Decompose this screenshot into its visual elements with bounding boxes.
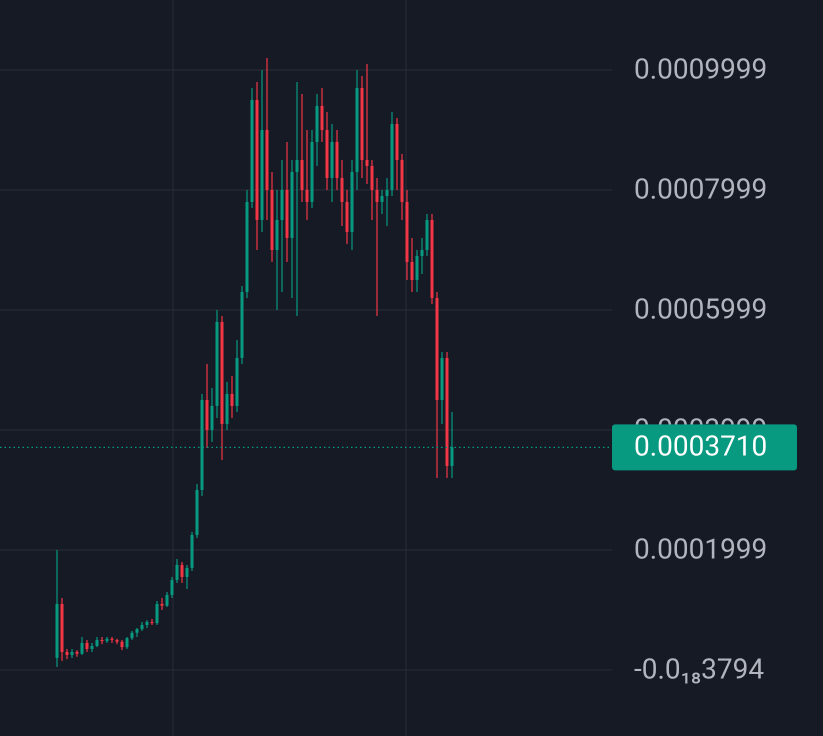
candle-body (325, 129, 329, 178)
candle-body (140, 624, 144, 630)
candle-body (170, 579, 174, 595)
candle-body (245, 201, 249, 292)
candle-body (365, 159, 369, 166)
candle-body (330, 141, 334, 178)
candle-body (90, 645, 94, 649)
candle-body (255, 99, 259, 220)
candle-body (60, 603, 64, 652)
candle-body (445, 357, 449, 466)
candle-body (450, 447, 454, 466)
candle-body (240, 291, 244, 358)
candle-body (425, 219, 429, 250)
candle-body (360, 87, 364, 160)
candle-body (400, 159, 404, 202)
candle-body (415, 255, 419, 280)
candle-body (300, 159, 304, 190)
candle-body (190, 534, 194, 568)
candle-body (375, 189, 379, 202)
candles (55, 57, 454, 667)
candle-body (75, 651, 79, 654)
candle-body (345, 201, 349, 232)
candle-body (275, 219, 279, 250)
y-tick-label: 0.0005999 (634, 292, 767, 325)
price-label-box (612, 424, 797, 471)
candle-body (195, 489, 199, 535)
candle-body (200, 399, 204, 490)
candle-body (395, 123, 399, 160)
candle-body (120, 641, 124, 648)
candle-body (290, 171, 294, 238)
candle-body (185, 567, 189, 577)
candle-body (115, 639, 119, 642)
candle-body (180, 564, 184, 577)
candle-body (265, 129, 269, 190)
y-tick-label: -0.0₁₈3794 (634, 652, 764, 685)
candle-body (340, 177, 344, 202)
candle-body (205, 399, 209, 430)
candle-body (435, 297, 439, 400)
candle-body (100, 639, 104, 642)
candle-body (370, 165, 374, 190)
candle-body (230, 393, 234, 406)
candle-body (65, 651, 69, 655)
candle-body (315, 105, 319, 142)
candle-body (150, 621, 154, 624)
candle-body (135, 629, 139, 633)
candle-body (350, 171, 354, 232)
candle-body (80, 642, 84, 654)
candle-body (405, 201, 409, 262)
candle-body (215, 321, 219, 406)
candle-body (430, 219, 434, 298)
candle-body (280, 189, 284, 220)
candle-body (155, 603, 159, 624)
candle-body (145, 621, 149, 625)
candle-body (165, 594, 169, 606)
candle-body (420, 249, 424, 256)
candle-body (380, 195, 384, 202)
candle-body (385, 189, 389, 196)
candle-body (225, 393, 229, 424)
y-tick-label: 0.0009999 (634, 52, 767, 85)
candle-body (70, 651, 74, 655)
candle-body (320, 105, 324, 130)
candle-body (260, 129, 264, 220)
price-label: 0.0003710 (634, 430, 767, 463)
candle-body (295, 159, 299, 172)
candle-body (390, 123, 394, 190)
candle-body (105, 638, 109, 642)
candle-body (85, 642, 89, 649)
candle-body (160, 603, 164, 606)
candle-body (410, 261, 414, 280)
y-tick-label: 0.0007999 (634, 172, 767, 205)
candle-body (55, 603, 59, 658)
axis-labels: -0.0₁₈37940.00019990.00039990.00059990.0… (0, 52, 797, 685)
candle-body (210, 405, 214, 430)
candle-body (250, 99, 254, 202)
candle-body (175, 564, 179, 580)
candle-body (305, 189, 309, 202)
candle-body (125, 638, 129, 648)
candle-body (235, 357, 239, 406)
y-tick-label: 0.0001999 (634, 532, 767, 565)
candle-body (110, 638, 114, 640)
candle-body (95, 639, 99, 646)
candle-body (285, 189, 289, 238)
candle-body (310, 141, 314, 202)
candle-body (270, 189, 274, 250)
grid-layer (0, 69, 612, 671)
candle-body (220, 321, 224, 424)
candle-body (335, 141, 339, 178)
candle-body (440, 357, 444, 400)
candle-body (130, 632, 134, 639)
candle-body (355, 87, 359, 172)
